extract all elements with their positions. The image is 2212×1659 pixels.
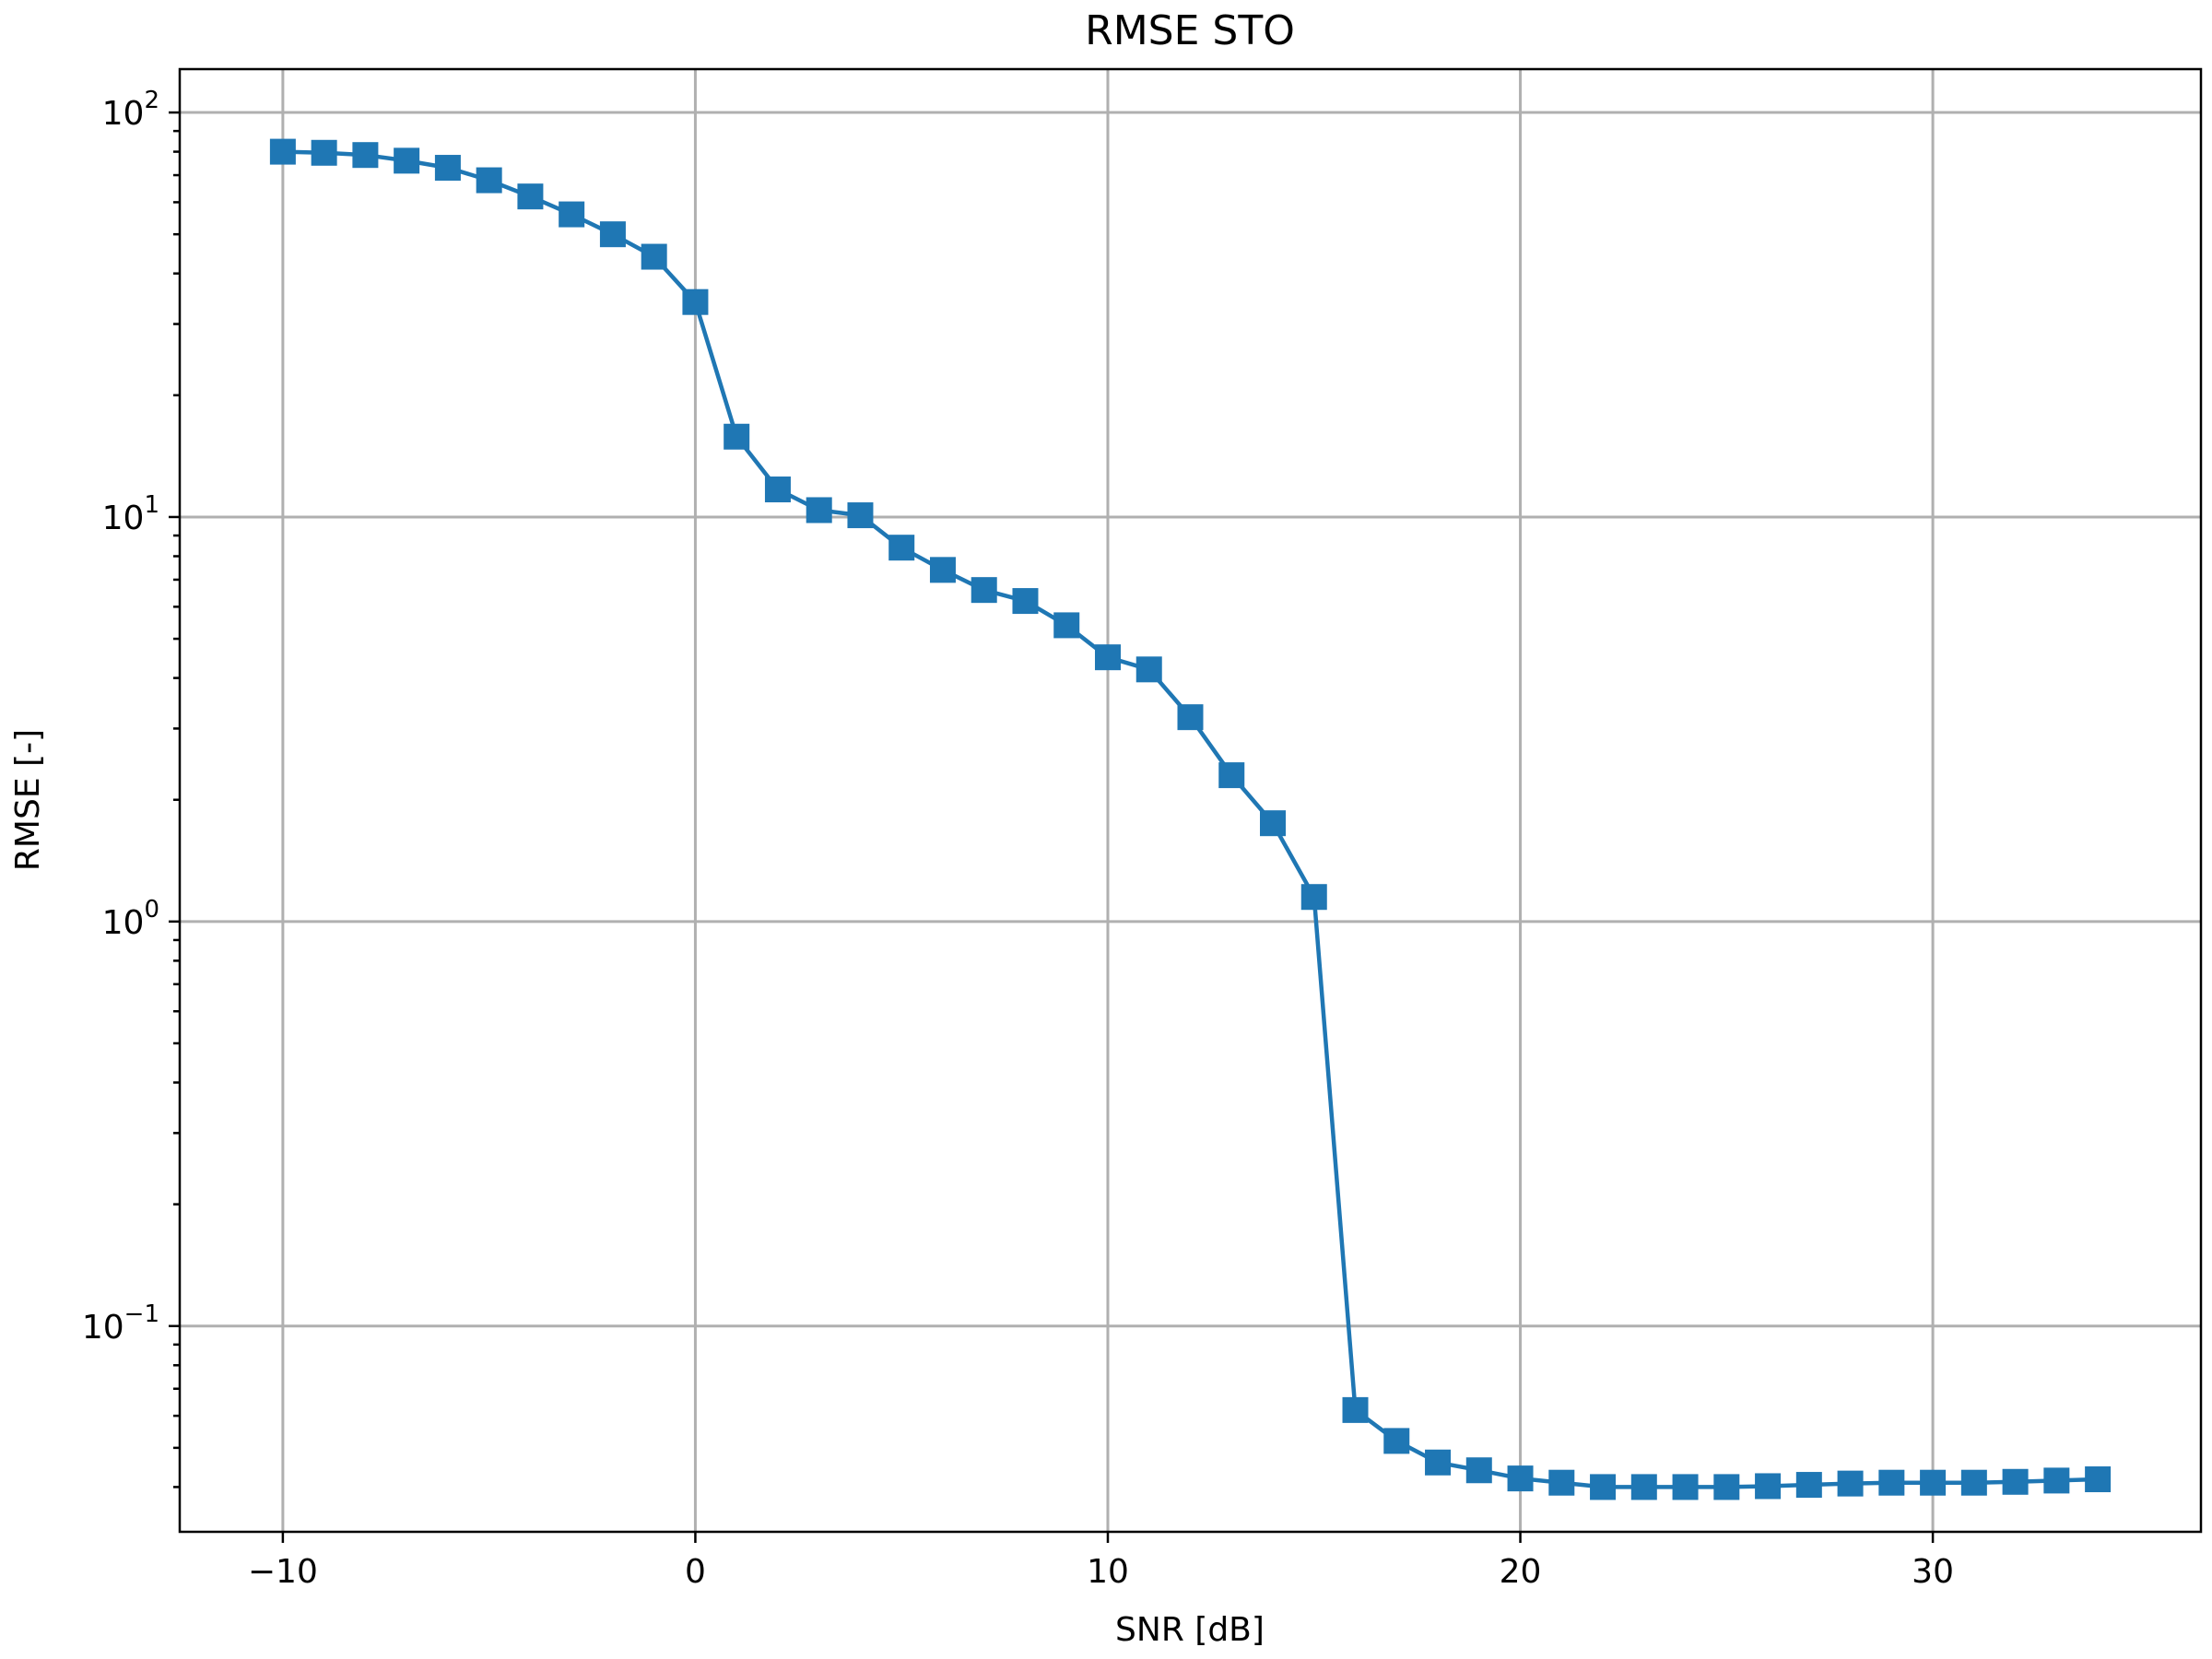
y-tick-label: 10−1 bbox=[82, 1300, 159, 1347]
data-point-marker bbox=[352, 142, 379, 169]
x-axis-title: SNR [dB] bbox=[1115, 1611, 1265, 1649]
x-tick-label: 30 bbox=[1912, 1553, 1954, 1591]
data-point-marker bbox=[1795, 1472, 1822, 1499]
data-point-marker bbox=[269, 138, 296, 165]
data-point-marker bbox=[1342, 1396, 1369, 1423]
x-tick-label: 0 bbox=[685, 1553, 706, 1591]
data-point-marker bbox=[1012, 588, 1039, 615]
data-point-marker bbox=[1260, 810, 1287, 837]
y-tick-label: 101 bbox=[102, 491, 159, 537]
data-point-marker bbox=[1218, 762, 1245, 789]
data-point-marker bbox=[1177, 704, 1204, 731]
data-point-marker bbox=[599, 221, 626, 248]
data-point-marker bbox=[2085, 1466, 2112, 1493]
x-tick-label: 20 bbox=[1500, 1553, 1542, 1591]
data-point-marker bbox=[1672, 1474, 1699, 1500]
data-point-marker bbox=[1590, 1474, 1617, 1500]
data-point-marker bbox=[682, 288, 709, 315]
data-point-marker bbox=[641, 243, 667, 270]
data-point-marker bbox=[2043, 1467, 2070, 1494]
data-point-marker bbox=[1837, 1470, 1864, 1497]
data-point-marker bbox=[1383, 1428, 1410, 1454]
data-point-marker bbox=[806, 497, 832, 524]
y-tick-label: 100 bbox=[102, 896, 159, 942]
data-point-marker bbox=[559, 201, 585, 228]
data-point-marker bbox=[1960, 1469, 1987, 1496]
data-point-marker bbox=[1920, 1469, 1947, 1496]
data-point-marker bbox=[764, 477, 791, 503]
data-point-marker bbox=[476, 167, 502, 194]
data-point-marker bbox=[1300, 884, 1327, 911]
data-point-marker bbox=[971, 577, 997, 604]
data-point-marker bbox=[929, 557, 956, 583]
data-point-marker bbox=[724, 423, 750, 450]
data-point-marker bbox=[1135, 656, 1162, 683]
data-point-marker bbox=[394, 147, 420, 174]
data-point-marker bbox=[847, 502, 874, 529]
data-point-marker bbox=[1094, 644, 1121, 671]
data-point-marker bbox=[434, 155, 461, 182]
data-point-marker bbox=[517, 183, 544, 210]
data-point-marker bbox=[1548, 1469, 1575, 1496]
chart-title: RMSE STO bbox=[1085, 7, 1295, 54]
x-tick-label: −10 bbox=[248, 1553, 318, 1591]
data-point-marker bbox=[1425, 1449, 1452, 1476]
data-point-marker bbox=[1507, 1465, 1534, 1492]
axis-ticks: −10 0 10 20 30 10−1 100 101 102 bbox=[82, 87, 1954, 1591]
x-tick-label: 10 bbox=[1087, 1553, 1129, 1591]
data-point-marker bbox=[311, 139, 337, 166]
series-layer bbox=[269, 138, 2112, 1500]
y-axis-title: RMSE [-] bbox=[9, 729, 47, 871]
data-point-marker bbox=[1630, 1474, 1657, 1500]
data-point-marker bbox=[1053, 612, 1080, 639]
data-point-marker bbox=[2002, 1468, 2029, 1495]
data-point-marker bbox=[1713, 1474, 1740, 1500]
y-tick-label: 102 bbox=[102, 87, 159, 133]
data-point-marker bbox=[888, 535, 915, 561]
data-point-marker bbox=[1755, 1473, 1782, 1500]
data-point-marker bbox=[1878, 1469, 1905, 1496]
data-point-marker bbox=[1465, 1457, 1492, 1484]
